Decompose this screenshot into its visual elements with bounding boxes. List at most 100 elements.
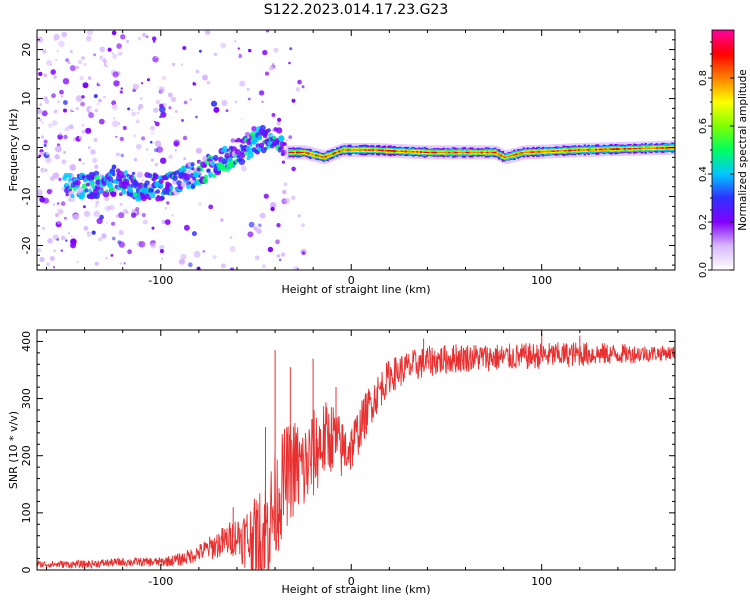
heatmap-cell: [182, 168, 187, 172]
heatmap-cell: [257, 135, 263, 141]
heatmap-cell: [79, 76, 85, 81]
colorbar-tick-label: 0.0: [698, 262, 709, 278]
heatmap-cell: [39, 103, 43, 106]
heatmap-cell: [137, 107, 141, 111]
heatmap-cell: [58, 152, 63, 157]
heatmap-cell: [189, 98, 193, 101]
y-tick-label: 400: [20, 331, 33, 352]
heatmap-cell: [154, 140, 162, 147]
heatmap-cell: [71, 30, 76, 33]
heatmap-cell: [239, 80, 246, 87]
heatmap-cell: [541, 150, 545, 153]
heatmap-cell: [262, 133, 268, 139]
heatmap-cell: [133, 157, 138, 162]
heatmap-cell: [288, 135, 293, 140]
heatmap-cell: [536, 151, 539, 153]
heatmap-cell: [520, 152, 524, 154]
heatmap-cell: [49, 193, 55, 199]
heatmap-cell: [56, 50, 59, 53]
heatmap-cell: [496, 152, 499, 155]
heatmap-cell: [656, 147, 659, 149]
heatmap-cell: [284, 145, 289, 160]
heatmap-cell: [127, 249, 132, 255]
heatmap-cell: [87, 30, 93, 36]
heatmap-cell: [627, 148, 630, 150]
heatmap-cell: [258, 223, 262, 228]
heatmap-cell: [38, 71, 43, 77]
heatmap-cell: [161, 257, 164, 260]
heatmap-cell: [132, 83, 139, 90]
spectrogram-ylabel: Frequency (Hz): [7, 109, 20, 192]
heatmap-cell: [646, 147, 649, 150]
heatmap-cell: [150, 125, 156, 131]
heatmap-cell: [69, 65, 76, 72]
heatmap-cell: [249, 143, 253, 148]
heatmap-cell: [111, 52, 114, 55]
heatmap-cell: [237, 47, 240, 50]
heatmap-cell: [159, 106, 166, 113]
heatmap-cell: [360, 149, 364, 151]
heatmap-cell: [57, 220, 61, 225]
heatmap-cell: [276, 189, 282, 194]
heatmap-cell: [221, 263, 226, 269]
heatmap-cell: [191, 167, 195, 171]
heatmap-cell: [92, 157, 98, 163]
heatmap-cell: [341, 149, 345, 151]
heatmap-cell: [56, 87, 60, 92]
heatmap-cell: [248, 221, 255, 228]
heatmap-cell: [276, 121, 281, 126]
heatmap-cell: [425, 151, 428, 153]
heatmap-cell: [46, 189, 52, 195]
heatmap-cell: [273, 47, 279, 53]
heatmap-cell: [122, 178, 130, 186]
heatmap-cell: [112, 71, 119, 78]
heatmap-cell: [486, 151, 489, 154]
heatmap-cell: [376, 149, 379, 152]
heatmap-cell: [115, 135, 118, 138]
heatmap-cell: [270, 206, 275, 212]
heatmap-cell: [636, 147, 640, 150]
heatmap-cell: [142, 32, 147, 38]
heatmap-cell: [61, 159, 67, 165]
heatmap-cell: [134, 222, 139, 227]
heatmap-cell: [159, 244, 165, 251]
heatmap-cell: [115, 214, 119, 218]
heatmap-cell: [551, 150, 554, 152]
heatmap-cell: [254, 255, 260, 261]
heatmap-cell: [204, 30, 211, 35]
heatmap-cell: [117, 122, 121, 125]
heatmap-cell: [556, 150, 560, 152]
heatmap-cell: [98, 237, 103, 242]
heatmap-cell: [148, 191, 156, 199]
heatmap-cell: [650, 147, 653, 149]
heatmap-cell: [461, 151, 465, 154]
heatmap-cell: [87, 76, 92, 80]
heatmap-cell: [54, 229, 59, 235]
heatmap-cell: [186, 184, 191, 189]
x-tick-label: 100: [531, 274, 552, 287]
heatmap-cell: [192, 176, 197, 181]
heatmap-cell: [174, 110, 178, 113]
heatmap-cell: [70, 235, 73, 238]
heatmap-cell: [112, 53, 118, 60]
heatmap-cell: [93, 192, 100, 200]
x-tick-label: -100: [148, 575, 173, 588]
heatmap-cell: [322, 156, 326, 159]
heatmap-cell: [115, 152, 120, 157]
heatmap-cell: [78, 158, 82, 161]
heatmap-cell: [282, 189, 287, 195]
snr-ylabel: SNR (10 * v/v): [7, 411, 20, 489]
heatmap-cell: [608, 148, 611, 150]
heatmap-cell: [45, 150, 51, 156]
heatmap-cell: [86, 264, 92, 269]
heatmap-cell: [49, 146, 54, 152]
heatmap-cell: [136, 111, 140, 115]
heatmap-cell: [178, 258, 185, 265]
heatmap-cell: [111, 221, 115, 226]
heatmap-cell: [642, 147, 645, 150]
heatmap-cell: [572, 149, 575, 152]
heatmap-cell: [119, 111, 123, 116]
heatmap-cell: [258, 142, 265, 149]
heatmap-cell: [112, 173, 116, 177]
